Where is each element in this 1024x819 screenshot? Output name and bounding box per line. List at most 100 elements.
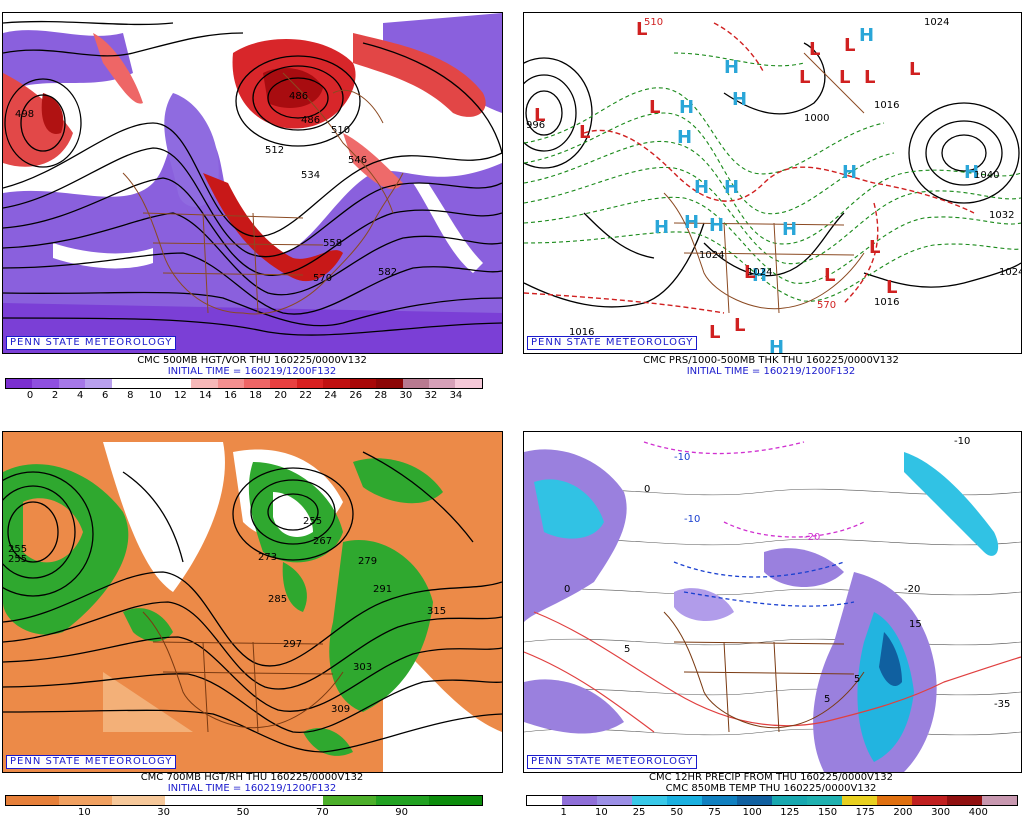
contour-label: 486 xyxy=(289,91,308,102)
rh-scale-labels: 10 30 50 70 90 xyxy=(5,807,481,819)
contour-label: 315 xyxy=(427,606,446,617)
scale-tick-label: 12 xyxy=(173,390,187,401)
scale-tick-label: 34 xyxy=(449,390,463,401)
contour-label: 510 xyxy=(331,125,350,136)
high-pressure-symbol: H xyxy=(654,217,669,238)
contour-label: 1016 xyxy=(874,297,899,308)
scale-tick-label: 10 xyxy=(77,807,91,818)
colorbar-swatch xyxy=(772,796,807,805)
high-pressure-symbol: H xyxy=(752,265,767,286)
contour-label: 1040 xyxy=(974,170,999,181)
contour-label: 486 xyxy=(301,115,320,126)
colorbar-swatch xyxy=(376,796,430,805)
contour-label: 0 xyxy=(644,484,650,495)
contour-label: 273 xyxy=(258,552,277,563)
colorbar-swatch xyxy=(6,379,33,388)
colorbar-swatch xyxy=(323,796,377,805)
contour-label: 534 xyxy=(301,170,320,181)
credit-label: PENN STATE METEOROLOGY xyxy=(6,336,177,350)
contour-label: 1032 xyxy=(989,210,1014,221)
caption: CMC 500MB HGT/VOR THU 160225/0000V132 xyxy=(137,355,367,366)
low-pressure-symbol: L xyxy=(864,67,875,88)
scale-tick-label: 100 xyxy=(742,807,762,818)
contour-label: 255 xyxy=(8,544,27,555)
caption-secondary: CMC 850MB TEMP THU 160225/0000V132 xyxy=(665,783,877,794)
panel-precip-850mb-temp: -10 -10 -10 0 0 -20 -20 5 15 5 5 -35 PEN… xyxy=(521,419,1024,819)
contour-label: 570 xyxy=(817,300,836,311)
scale-tick-label: 300 xyxy=(931,807,951,818)
colorbar-swatch xyxy=(562,796,597,805)
scale-tick-label: 4 xyxy=(76,390,84,401)
colorbar-swatch xyxy=(217,379,244,388)
contour-label: 5 xyxy=(824,694,830,705)
low-pressure-symbol: L xyxy=(649,97,660,118)
precip-colorbar xyxy=(526,795,1018,806)
scale-tick-label: 6 xyxy=(102,390,109,401)
map-pressure-thickness: H H H H H H H H H H H H H H H L L L L L xyxy=(523,12,1022,354)
scale-tick-label: 400 xyxy=(968,807,988,818)
map-500mb-graphic: 486 510 486 534 512 546 558 570 582 498 xyxy=(3,13,502,353)
contour-label: 297 xyxy=(283,639,302,650)
map-precip-graphic: -10 -10 -10 0 0 -20 -20 5 15 5 5 -35 xyxy=(524,432,1021,772)
low-pressure-symbol: L xyxy=(734,315,745,336)
caption: CMC 700MB HGT/RH THU 160225/0000V132 xyxy=(140,772,364,783)
colorbar-swatch xyxy=(877,796,912,805)
scale-tick-label: 26 xyxy=(349,390,363,401)
credit-label: PENN STATE METEOROLOGY xyxy=(527,755,698,769)
map-precip: -10 -10 -10 0 0 -20 -20 5 15 5 5 -35 PEN… xyxy=(523,431,1022,773)
vorticity-scale-labels: 0 2 4 6 8 10 12 14 16 18 20 22 24 26 28 30 32 34 xyxy=(5,390,481,402)
scale-tick-label: 10 xyxy=(148,390,162,401)
low-pressure-symbol: L xyxy=(709,322,720,343)
colorbar-swatch xyxy=(349,379,377,388)
colorbar-swatch xyxy=(138,379,165,388)
scale-tick-label: 16 xyxy=(224,390,237,401)
scale-tick-label: 30 xyxy=(399,390,413,401)
colorbar-swatch xyxy=(527,796,562,805)
colorbar-swatch xyxy=(217,796,271,805)
map-700mb-graphic: 255 255 267 273 279 285 291 297 303 309 … xyxy=(3,432,502,772)
contour-label: 5 xyxy=(854,674,860,685)
init-time: INITIAL TIME = 160219/1200F132 xyxy=(167,783,337,794)
low-pressure-symbol: L xyxy=(579,122,590,143)
colorbar-swatch xyxy=(912,796,947,805)
panel-700mb-hgt-rh: 255 255 267 273 279 285 291 297 303 309 … xyxy=(0,419,505,819)
contour-label: 1016 xyxy=(874,100,899,111)
colorbar-swatch xyxy=(597,796,632,805)
contour-label: 1024 xyxy=(924,17,949,28)
colorbar-swatch xyxy=(32,379,59,388)
contour-label: 267 xyxy=(313,536,332,547)
scale-tick-label: 150 xyxy=(817,807,838,818)
colorbar-swatch xyxy=(243,379,271,388)
contour-label: 1024 xyxy=(999,267,1021,278)
init-time: INITIAL TIME = 160219/1200F132 xyxy=(167,366,337,377)
scale-tick-label: 32 xyxy=(424,390,438,401)
contour-label: 512 xyxy=(265,145,284,156)
contour-label: 1024 xyxy=(699,250,724,261)
contour-label: 291 xyxy=(373,584,392,595)
colorbar-swatch xyxy=(429,379,456,388)
scale-tick-label: 28 xyxy=(374,390,388,401)
scale-tick-label: 20 xyxy=(274,390,287,401)
colorbar-swatch xyxy=(429,796,483,805)
scale-tick-label: 30 xyxy=(157,807,171,818)
scale-tick-label: 200 xyxy=(893,807,913,818)
high-pressure-symbol: H xyxy=(964,162,979,183)
colorbar-swatch xyxy=(702,796,737,805)
scale-tick-label: 175 xyxy=(855,807,875,818)
scale-tick-label: 10 xyxy=(595,807,608,818)
low-pressure-symbol: L xyxy=(534,105,545,126)
contour-label: -20 xyxy=(804,532,820,543)
credit-label: PENN STATE METEOROLOGY xyxy=(6,755,177,769)
colorbar-swatch xyxy=(164,379,192,388)
contour-label: 279 xyxy=(358,556,377,567)
low-pressure-symbol: L xyxy=(844,35,855,56)
high-pressure-symbol: H xyxy=(782,219,797,240)
low-pressure-symbol: L xyxy=(809,39,820,60)
contour-label: 546 xyxy=(348,155,367,166)
high-pressure-symbol: H xyxy=(724,57,739,78)
colorbar-swatch xyxy=(164,796,218,805)
panel-500mb-hgt-vor: 486 510 486 534 512 546 558 570 582 498 … xyxy=(0,0,505,403)
caption: CMC PRS/1000-500MB THK THU 160225/0000V1… xyxy=(643,355,899,366)
low-pressure-symbol: L xyxy=(869,237,880,258)
contour-label: -10 xyxy=(684,514,700,525)
